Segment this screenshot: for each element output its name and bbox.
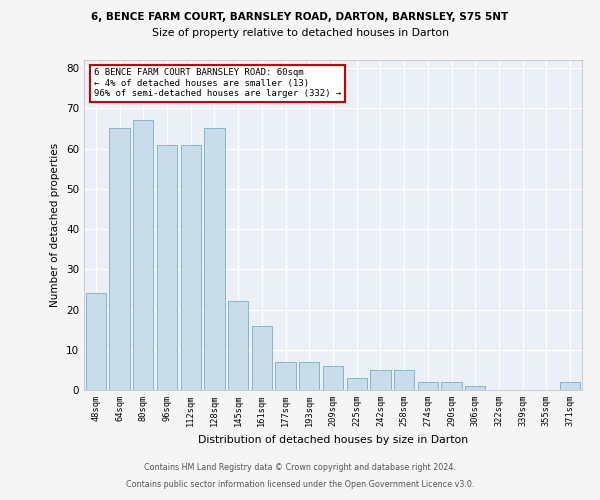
Bar [442, 382, 461, 390]
Text: Size of property relative to detached houses in Darton: Size of property relative to detached ho… [151, 28, 449, 38]
Text: Contains HM Land Registry data © Crown copyright and database right 2024.: Contains HM Land Registry data © Crown c… [144, 464, 456, 472]
Bar [347, 378, 367, 390]
X-axis label: Distribution of detached houses by size in Darton: Distribution of detached houses by size … [198, 434, 468, 444]
Text: 6, BENCE FARM COURT, BARNSLEY ROAD, DARTON, BARNSLEY, S75 5NT: 6, BENCE FARM COURT, BARNSLEY ROAD, DART… [91, 12, 509, 22]
Bar [465, 386, 485, 390]
Bar [228, 302, 248, 390]
Bar [560, 382, 580, 390]
Bar [157, 144, 177, 390]
Y-axis label: Number of detached properties: Number of detached properties [50, 143, 61, 307]
Bar [109, 128, 130, 390]
Bar [181, 144, 201, 390]
Bar [370, 370, 391, 390]
Bar [299, 362, 319, 390]
Bar [252, 326, 272, 390]
Text: 6 BENCE FARM COURT BARNSLEY ROAD: 60sqm
← 4% of detached houses are smaller (13): 6 BENCE FARM COURT BARNSLEY ROAD: 60sqm … [94, 68, 341, 98]
Bar [394, 370, 414, 390]
Bar [133, 120, 154, 390]
Bar [86, 294, 106, 390]
Text: Contains public sector information licensed under the Open Government Licence v3: Contains public sector information licen… [126, 480, 474, 489]
Bar [275, 362, 296, 390]
Bar [323, 366, 343, 390]
Bar [205, 128, 224, 390]
Bar [418, 382, 438, 390]
